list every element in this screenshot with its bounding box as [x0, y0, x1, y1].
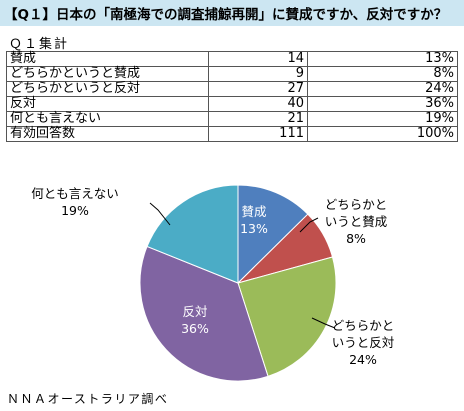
- table-cell-count: 14: [208, 51, 308, 67]
- slice-label-text: どちらかと: [332, 318, 395, 333]
- slice-percent-label: 19%: [61, 203, 89, 218]
- table-cell-label: 有効回答数: [6, 126, 209, 142]
- table-cell-label: 賛成: [6, 51, 209, 67]
- table-row: 何とも言えない 21 19%: [6, 111, 458, 127]
- table-row: 反対 40 36%: [6, 96, 458, 112]
- table-cell-count: 21: [208, 111, 308, 127]
- slice-percent-label: 24%: [349, 352, 377, 367]
- leader-line: [149, 202, 171, 226]
- slice-label: 反対 36%: [181, 304, 209, 336]
- slice-label-text: 賛成: [241, 204, 266, 219]
- pie-slice: [146, 184, 239, 284]
- table-cell-pct: 13%: [307, 51, 458, 67]
- slice-percent-label: 8%: [346, 231, 366, 246]
- summary-table: 賛成 14 13% どちらかというと賛成 9 8% どちらかというと反対 27 24% 反対 40 3…: [6, 51, 458, 142]
- slice-label-text: いうと賛成: [325, 214, 388, 229]
- table-cell-count: 9: [208, 66, 308, 82]
- leader-line: [299, 217, 319, 233]
- leader-line: [311, 317, 336, 329]
- slice-label: どちらかというと反対 24%: [332, 318, 395, 367]
- slice-label-text: どちらかと: [325, 197, 388, 212]
- slice-percent-label: 36%: [181, 321, 209, 336]
- table-cell-pct: 36%: [307, 96, 458, 112]
- pie-slice: [237, 256, 337, 377]
- table-cell-pct: 24%: [307, 81, 458, 97]
- pie-slice: [237, 184, 309, 285]
- table-cell-label: 何とも言えない: [6, 111, 209, 127]
- slice-percent-label: 13%: [240, 221, 268, 236]
- table-cell-pct: 100%: [307, 126, 458, 142]
- pie-chart: 賛成 13%どちらかというと賛成 8%どちらかというと反対 24%反対 36%何とも言え…: [31, 184, 395, 382]
- table-row: どちらかというと反対 27 24%: [6, 81, 458, 97]
- table-cell-label: 反対: [6, 96, 209, 112]
- table-cell-pct: 19%: [307, 111, 458, 127]
- source-note: ＮＮＡオーストラリア調べ: [7, 392, 169, 406]
- pie-slice: [139, 245, 269, 382]
- question-title: 【Q１】日本の「南極海での調査捕鯨再開」に賛成ですか、反対ですか？: [0, 0, 464, 26]
- slice-label: どちらかというと賛成 8%: [325, 197, 388, 246]
- slice-label-text: いうと反対: [332, 335, 395, 350]
- table-row: 有効回答数 111 100%: [6, 126, 458, 142]
- slice-label: 賛成 13%: [240, 204, 268, 236]
- table-heading: Ｑ１集計: [9, 37, 70, 52]
- table-cell-count: 111: [208, 126, 308, 142]
- table-cell-label: どちらかというと賛成: [6, 66, 209, 82]
- table-row: 賛成 14 13%: [6, 51, 458, 67]
- table-cell-count: 40: [208, 96, 308, 112]
- slice-label-text: 反対: [182, 304, 207, 319]
- table-cell-pct: 8%: [307, 66, 458, 82]
- table-row: どちらかというと賛成 9 8%: [6, 66, 458, 82]
- slice-label: 何とも言えない 19%: [31, 186, 119, 218]
- table-cell-count: 27: [208, 81, 308, 97]
- slice-label-text: 何とも言えない: [31, 186, 119, 201]
- table-cell-label: どちらかというと反対: [6, 81, 209, 97]
